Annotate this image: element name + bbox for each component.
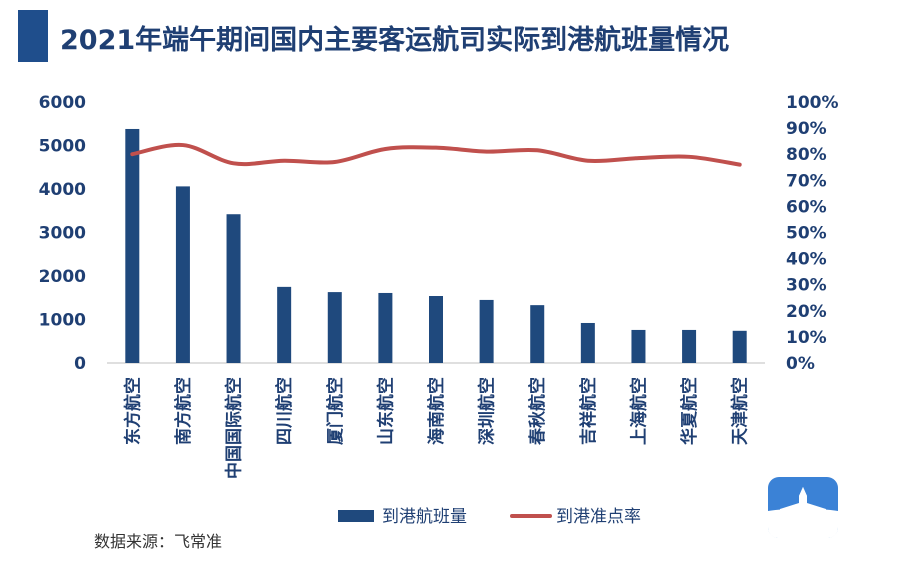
legend-label-line: 到港准点率 <box>556 507 641 527</box>
chart-title: 2021年端午期间国内主要客运航司实际到港航班量情况 <box>60 25 730 56</box>
y-left-tick-label: 0 <box>74 354 86 374</box>
y-right-tick-label: 70% <box>786 171 827 191</box>
y-right-tick-label: 80% <box>786 145 827 165</box>
bar <box>429 296 443 363</box>
y-right-tick-label: 90% <box>786 119 827 139</box>
y-left-tick-label: 5000 <box>39 137 86 157</box>
x-tick-label: 吉祥航空 <box>578 377 599 445</box>
y-right-tick-label: 0% <box>786 354 815 374</box>
y-right-tick-label: 40% <box>786 250 827 270</box>
bar <box>125 128 140 363</box>
bar <box>175 186 190 363</box>
x-tick-label: 海南航空 <box>426 377 447 445</box>
x-tick-label: 山东航空 <box>375 377 396 445</box>
y-right-tick-label: 20% <box>786 302 827 322</box>
bar <box>682 329 697 363</box>
y-left-tick-label: 2000 <box>39 267 86 287</box>
x-tick-label: 中国国际航空 <box>224 377 245 479</box>
y-left-tick-label: 3000 <box>39 224 86 244</box>
x-tick-label: 春秋航空 <box>527 377 548 445</box>
x-tick-label: 深圳航空 <box>477 377 498 445</box>
bar <box>479 299 494 363</box>
y-left-tick-label: 6000 <box>39 93 86 113</box>
x-tick-label: 上海航空 <box>628 377 649 445</box>
bar <box>226 214 241 363</box>
x-tick-label: 南方航空 <box>173 377 194 445</box>
y-right-tick-label: 50% <box>786 224 827 244</box>
bar <box>378 292 393 363</box>
y-right-tick-label: 100% <box>786 93 839 113</box>
y-right-tick-label: 10% <box>786 328 827 348</box>
y-right-tick-label: 30% <box>786 276 827 296</box>
airplane-logo-icon <box>768 477 838 538</box>
series-line-on-time-rate <box>130 142 742 167</box>
x-tick-label: 东方航空 <box>122 377 143 445</box>
bar <box>327 292 342 363</box>
legend-swatch-bar <box>338 510 374 522</box>
x-tick-label: 厦门航空 <box>325 377 346 445</box>
legend-label-bar: 到港航班量 <box>382 507 467 527</box>
bar <box>732 330 747 363</box>
y-right-tick-label: 60% <box>786 197 827 217</box>
bar <box>580 322 595 363</box>
bar <box>277 286 292 363</box>
bar <box>631 329 646 363</box>
x-tick-label: 四川航空 <box>274 377 295 445</box>
x-tick-label: 华夏航空 <box>679 377 700 445</box>
bar <box>530 305 545 363</box>
source-note: 数据来源：飞常准 <box>94 532 223 551</box>
x-tick-label: 天津航空 <box>730 377 751 445</box>
title-accent-bar <box>18 10 48 62</box>
y-left-tick-label: 1000 <box>39 311 86 331</box>
y-left-tick-label: 4000 <box>39 180 86 200</box>
